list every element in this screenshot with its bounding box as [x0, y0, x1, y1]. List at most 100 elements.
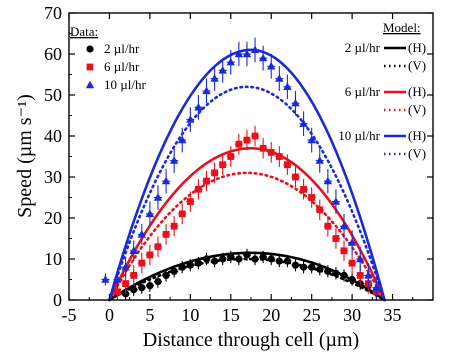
data-point: [170, 222, 178, 230]
data-point: [130, 286, 138, 294]
x-axis-title: Distance through cell (µm): [143, 329, 359, 351]
x-tick-label: 20: [262, 305, 280, 325]
data-point: [114, 288, 121, 296]
y-tick-label: 40: [44, 126, 62, 146]
model-legend-tag-2: (V): [408, 58, 426, 73]
model-legend-label-3: 6 µl/hr: [345, 84, 381, 99]
x-tick-label: 30: [343, 305, 361, 325]
model-curve-6: [108, 85, 386, 302]
data-point: [356, 254, 365, 263]
model-curve-4: [108, 171, 386, 302]
data-point: [194, 102, 203, 111]
data-point: [275, 74, 284, 82]
data-series-3: [101, 37, 381, 300]
data-point: [145, 209, 155, 218]
x-tick-label: 35: [384, 305, 402, 325]
data-point: [324, 222, 332, 230]
data-point: [275, 153, 283, 160]
data-point: [162, 231, 170, 238]
data-legend-marker-1: [86, 45, 94, 53]
data-point: [364, 271, 373, 279]
model-legend-tag-6: (V): [408, 146, 426, 161]
data-point: [258, 53, 268, 62]
data-point: [178, 210, 186, 218]
model-curve-2: [108, 257, 386, 302]
data-point: [202, 255, 211, 263]
data-point: [284, 161, 291, 169]
y-tick-label: 70: [44, 3, 62, 23]
data-point: [203, 177, 210, 185]
data-point: [210, 74, 219, 82]
data-point: [227, 153, 235, 160]
data-point: [340, 247, 348, 255]
data-point: [275, 257, 283, 265]
data-point: [186, 198, 194, 205]
data-point: [153, 193, 163, 201]
data-point: [299, 263, 308, 271]
model-legend-tag-5: (H): [408, 128, 426, 143]
data-point: [283, 257, 291, 265]
data-point: [292, 173, 299, 181]
data-legend-marker-3: [85, 80, 95, 89]
data-point: [226, 57, 235, 66]
data-point: [340, 271, 348, 279]
data-point: [316, 206, 324, 214]
data-point: [243, 251, 251, 259]
data-point: [315, 156, 324, 164]
data-point: [299, 119, 308, 127]
data-point: [130, 272, 138, 279]
data-point: [283, 82, 292, 90]
data-point: [339, 221, 349, 230]
data-point: [146, 282, 154, 290]
data-point: [154, 243, 162, 251]
data-point: [234, 49, 244, 58]
data-point: [308, 263, 316, 271]
data-point: [300, 185, 307, 193]
data-point: [307, 135, 316, 144]
x-tick-label: -5: [62, 305, 77, 325]
data-point: [202, 86, 211, 95]
model-legend-label-1: 2 µl/hr: [345, 40, 381, 55]
data-point: [186, 115, 195, 123]
data-point: [332, 235, 340, 242]
data-point: [146, 251, 154, 259]
data-point: [186, 261, 194, 269]
data-point: [122, 280, 130, 287]
data-point: [291, 98, 300, 107]
data-point: [372, 283, 381, 291]
data-point: [331, 197, 341, 205]
x-tick-label: 25: [303, 305, 321, 325]
data-point: [170, 267, 178, 275]
data-point: [219, 161, 227, 169]
model-legend-label-5: 10 µl/hr: [338, 128, 380, 143]
data-legend-marker-2: [86, 63, 94, 71]
y-axis-title: Speed (µm s⁻¹): [14, 94, 36, 218]
data-point: [316, 265, 324, 273]
data-point: [235, 140, 243, 148]
data-point: [250, 45, 260, 54]
data-point: [227, 253, 235, 261]
data-point: [121, 262, 130, 271]
x-tick-label: 10: [181, 305, 199, 325]
data-point: [324, 267, 332, 275]
data-legend-label-3: 10 µl/hr: [104, 77, 146, 92]
data-point: [138, 259, 146, 267]
data-point: [259, 144, 267, 152]
data-point: [219, 255, 227, 263]
model-legend-title: Model:: [383, 20, 421, 35]
data-point: [323, 176, 333, 185]
y-tick-label: 30: [44, 167, 62, 187]
plot-marks: [101, 37, 386, 302]
data-point: [243, 136, 251, 144]
data-point: [178, 263, 186, 271]
data-point: [169, 156, 179, 164]
data-legend: Data: 2 µl/hr 6 µl/hr 10 µl/hr: [70, 24, 146, 92]
x-tick-label: 5: [145, 305, 154, 325]
y-tick-label: 0: [53, 290, 62, 310]
x-tick-label: 15: [222, 305, 240, 325]
data-point: [211, 257, 219, 265]
data-legend-title: Data:: [70, 24, 98, 39]
y-tick-label: 10: [44, 249, 62, 269]
